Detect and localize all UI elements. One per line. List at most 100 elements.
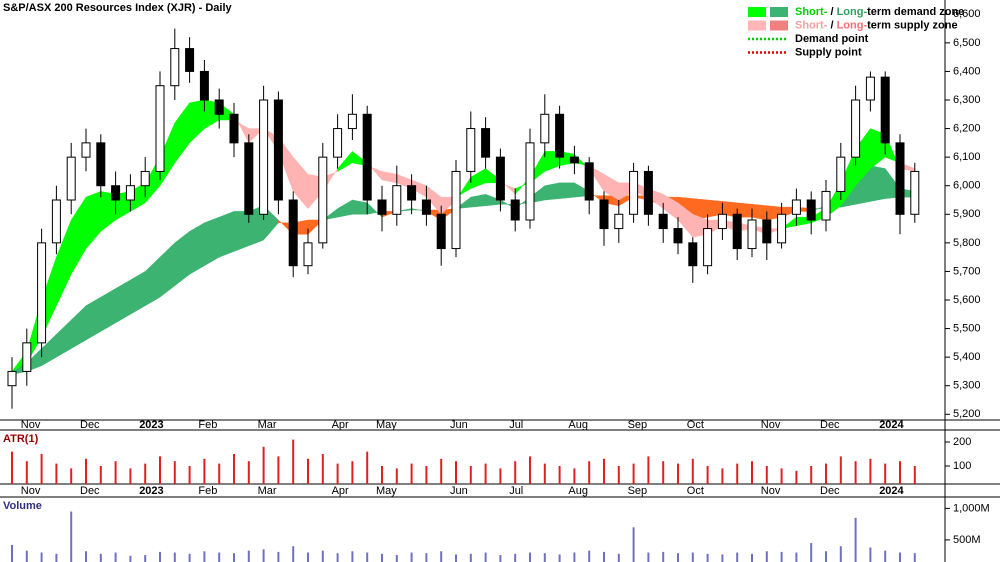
candle-body	[584, 162, 594, 201]
x-tick-label: Apr	[332, 485, 349, 497]
y-tick-label: 5,700	[953, 265, 981, 277]
candle-body	[347, 113, 357, 130]
candle-body	[555, 113, 565, 158]
x-tick-label: May	[376, 419, 397, 431]
x-tick-label: Aug	[568, 419, 588, 431]
candle-body	[81, 142, 91, 158]
legend-label: Supply point	[795, 46, 862, 58]
candle-body	[111, 185, 121, 201]
y-tick-label: 5,500	[953, 322, 981, 334]
legend-swatch	[770, 20, 788, 31]
legend-text: Short-	[795, 6, 828, 18]
candle-body	[614, 213, 624, 230]
candle-body	[185, 48, 195, 72]
candle-body	[318, 156, 328, 244]
volume-label: Volume	[3, 500, 42, 512]
candle-body	[481, 128, 491, 158]
candle-body	[22, 342, 32, 372]
candle-body	[66, 156, 76, 201]
zone-band	[544, 182, 560, 201]
candle-body	[688, 242, 698, 267]
legend-text: /	[827, 6, 836, 18]
legend-text: Supply point	[795, 46, 862, 58]
x-tick-label: Oct	[687, 485, 704, 497]
x-tick-label: Jun	[450, 419, 468, 431]
x-tick-label: Nov	[21, 485, 41, 497]
zone-band	[189, 222, 205, 275]
candle-body	[910, 170, 920, 215]
x-tick-label: Nov	[21, 419, 41, 431]
zone-band	[870, 165, 886, 202]
candle-body	[806, 199, 816, 221]
candle-body	[51, 199, 61, 244]
candle-body	[392, 185, 402, 215]
y-tick-label: 6,500	[953, 37, 981, 49]
candle-body	[895, 142, 905, 215]
legend-swatch	[748, 20, 766, 31]
x-tick-label: 2024	[879, 485, 904, 497]
candle-body	[96, 142, 106, 187]
x-tick-label: Apr	[332, 419, 349, 431]
candle-body	[377, 199, 387, 215]
candle-body	[362, 113, 372, 201]
y-tick-label: 5,800	[953, 237, 981, 249]
y-tick-label: 6,600	[953, 8, 981, 20]
candle-body	[777, 213, 787, 244]
candle-body	[273, 99, 283, 201]
candle-body	[125, 185, 135, 201]
candle-body	[37, 242, 47, 344]
candle-body	[510, 199, 520, 221]
x-tick-label: 2024	[879, 419, 904, 431]
legend-label: Demand point	[795, 33, 869, 45]
candle-body	[229, 113, 239, 144]
x-tick-label: Sep	[628, 485, 648, 497]
y-tick-label: 5,300	[953, 380, 981, 392]
candle-body	[658, 213, 668, 230]
y-tick-label: 6,400	[953, 65, 981, 77]
candle-body	[851, 99, 861, 158]
legend-text: term supply zone	[867, 19, 957, 31]
candle-body	[525, 142, 535, 221]
candle-body	[421, 199, 431, 215]
candle-body	[569, 156, 579, 164]
y-tick-label: 200	[953, 436, 971, 448]
candle-body	[703, 228, 713, 267]
candle-body	[836, 156, 846, 192]
y-tick-label: 5,900	[953, 208, 981, 220]
x-tick-label: Mar	[258, 419, 277, 431]
candle-body	[540, 113, 550, 144]
x-tick-label: Feb	[198, 419, 217, 431]
candle-body	[244, 142, 254, 215]
legend-text: Long-	[837, 6, 868, 18]
y-tick-label: 1,000M	[953, 502, 990, 514]
x-tick-label: Jul	[509, 485, 523, 497]
candle-body	[259, 99, 269, 215]
candle-body	[436, 213, 446, 250]
candle-body	[303, 242, 313, 267]
legend-text: Long-	[837, 19, 868, 31]
zone-band	[218, 211, 235, 258]
candle-body	[407, 185, 417, 201]
x-tick-label: Mar	[258, 485, 277, 497]
x-tick-label: Dec	[820, 419, 840, 431]
candle-body	[791, 199, 801, 215]
x-tick-label: Oct	[687, 419, 704, 431]
legend-swatch	[770, 7, 788, 17]
candle-body	[821, 190, 831, 221]
legend-swatch	[748, 7, 766, 17]
candle-body	[732, 213, 742, 250]
x-tick-label: Sep	[628, 419, 648, 431]
x-tick-label: Nov	[761, 485, 781, 497]
candle-body	[199, 70, 209, 101]
candle-body	[717, 213, 727, 230]
zone-band	[233, 211, 250, 252]
x-tick-label: Dec	[80, 419, 100, 431]
candle-body	[599, 199, 609, 230]
y-tick-label: 6,000	[953, 180, 981, 192]
candle-body	[140, 170, 150, 187]
candle-body	[7, 370, 17, 387]
legend-text: Demand point	[795, 33, 869, 45]
y-tick-label: 5,600	[953, 294, 981, 306]
